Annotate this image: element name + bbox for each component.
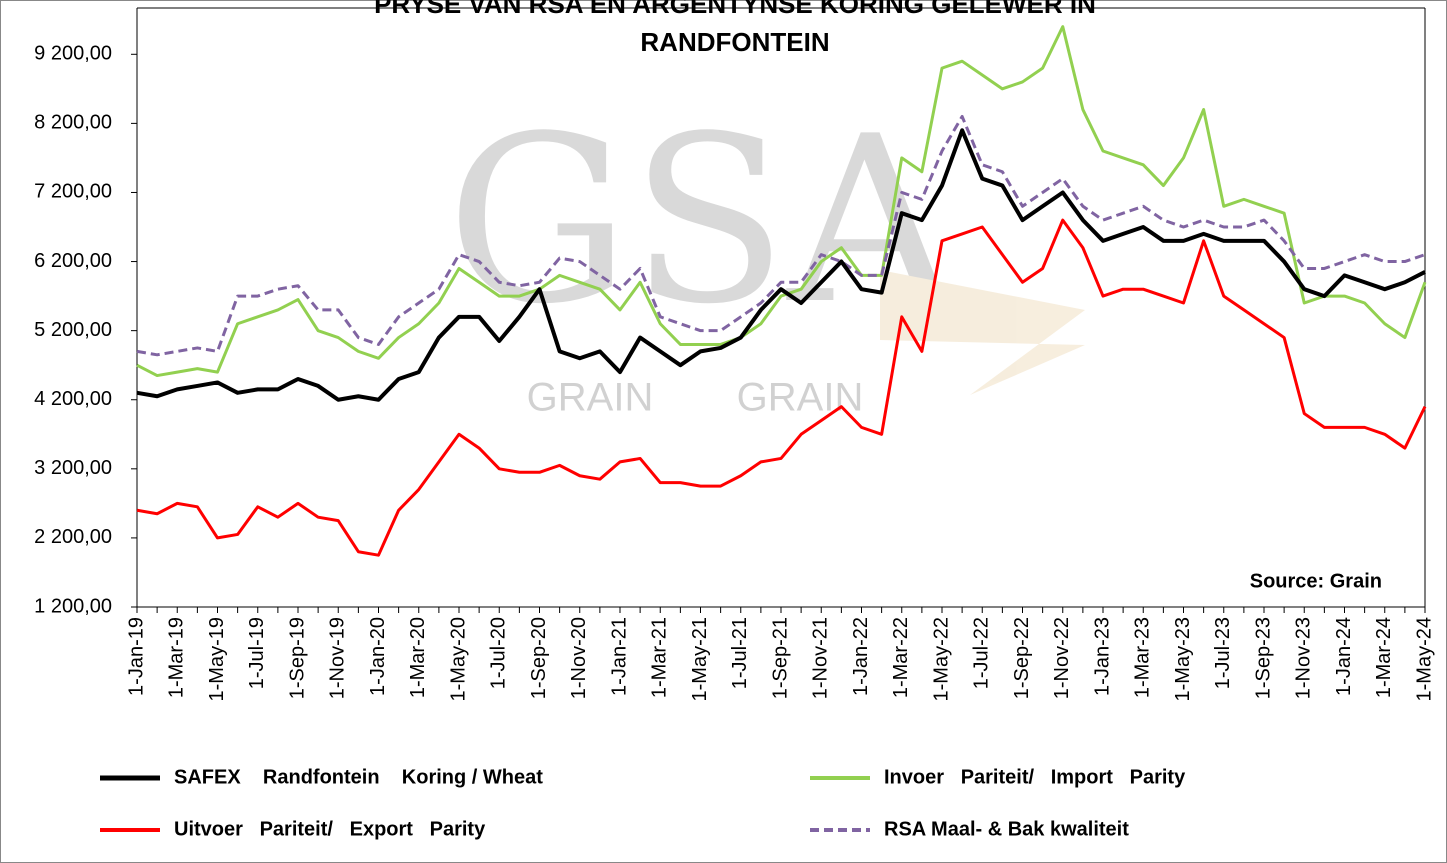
y-tick-label: 2 200,00 [34,526,112,548]
x-tick-label: 1-May-20 [447,617,469,701]
watermark-text: GRAIN [737,376,864,420]
x-tick-label: 1-Nov-22 [1051,617,1073,699]
x-tick-label: 1-Nov-23 [1293,617,1315,699]
x-tick-label: 1-Jan-22 [850,617,872,696]
x-tick-label: 1-Jul-21 [729,617,751,689]
x-tick-label: 1-Jul-23 [1212,617,1234,689]
x-tick-label: 1-Jan-21 [608,617,630,696]
x-tick-label: 1-Mar-21 [649,617,671,698]
x-tick-label: 1-May-24 [1413,617,1435,701]
x-tick-label: 1-Mar-24 [1373,617,1395,698]
y-tick-label: 4 200,00 [34,388,112,410]
x-tick-label: 1-Sep-23 [1252,617,1274,699]
y-tick-label: 1 200,00 [34,595,112,617]
legend-label: Uitvoer Pariteit/ Export Parity [174,818,486,840]
y-tick-label: 3 200,00 [34,457,112,479]
chart: GSA GRAIN GRAIN PRYSE VAN RSA EN ARGENTY… [0,0,1447,863]
x-tick-label: 1-Jul-19 [246,617,268,689]
legend-label: Invoer Pariteit/ Import Parity [884,766,1186,788]
x-tick-label: 1-Mar-20 [407,617,429,698]
legend-label: RSA Maal- & Bak kwaliteit [884,818,1129,840]
x-tick-label: 1-Jan-20 [367,617,389,696]
x-tick-label: 1-Sep-22 [1011,617,1033,699]
x-tick-label: 1-Nov-20 [568,617,590,699]
source-note: Source: Grain [1250,570,1382,592]
x-tick-label: 1-Mar-23 [1132,617,1154,698]
x-tick-label: 1-Mar-22 [890,617,912,698]
x-tick-label: 1-Sep-19 [286,617,308,699]
x-tick-label: 1-May-21 [689,617,711,701]
x-tick-label: 1-May-22 [930,617,952,701]
x-tick-label: 1-Jul-22 [971,617,993,689]
x-tick-label: 1-Sep-21 [769,617,791,699]
watermark-text: GRAIN [527,376,654,420]
x-tick-label: 1-Sep-20 [528,617,550,699]
y-tick-label: 5 200,00 [34,319,112,341]
x-tick-label: 1-May-19 [206,617,228,701]
x-tick-label: 1-Jan-24 [1333,617,1355,696]
x-tick-label: 1-Nov-19 [327,617,349,699]
legend-label: SAFEX Randfontein Koring / Wheat [174,766,543,788]
x-tick-label: 1-Jul-20 [488,617,510,689]
y-tick-label: 9 200,00 [34,43,112,65]
x-tick-label: 1-Jan-23 [1091,617,1113,696]
x-tick-label: 1-Mar-19 [166,617,188,698]
y-tick-label: 8 200,00 [34,112,112,134]
y-tick-label: 7 200,00 [34,181,112,203]
x-tick-label: 1-May-23 [1172,617,1194,701]
x-tick-label: 1-Jan-19 [125,617,147,696]
y-tick-label: 6 200,00 [34,250,112,272]
chart-title: PRYSE VAN RSA EN ARGENTYNSE KORING GELEW… [374,0,1096,19]
x-tick-label: 1-Nov-21 [810,617,832,699]
chart-title: RANDFONTEIN [640,27,829,57]
